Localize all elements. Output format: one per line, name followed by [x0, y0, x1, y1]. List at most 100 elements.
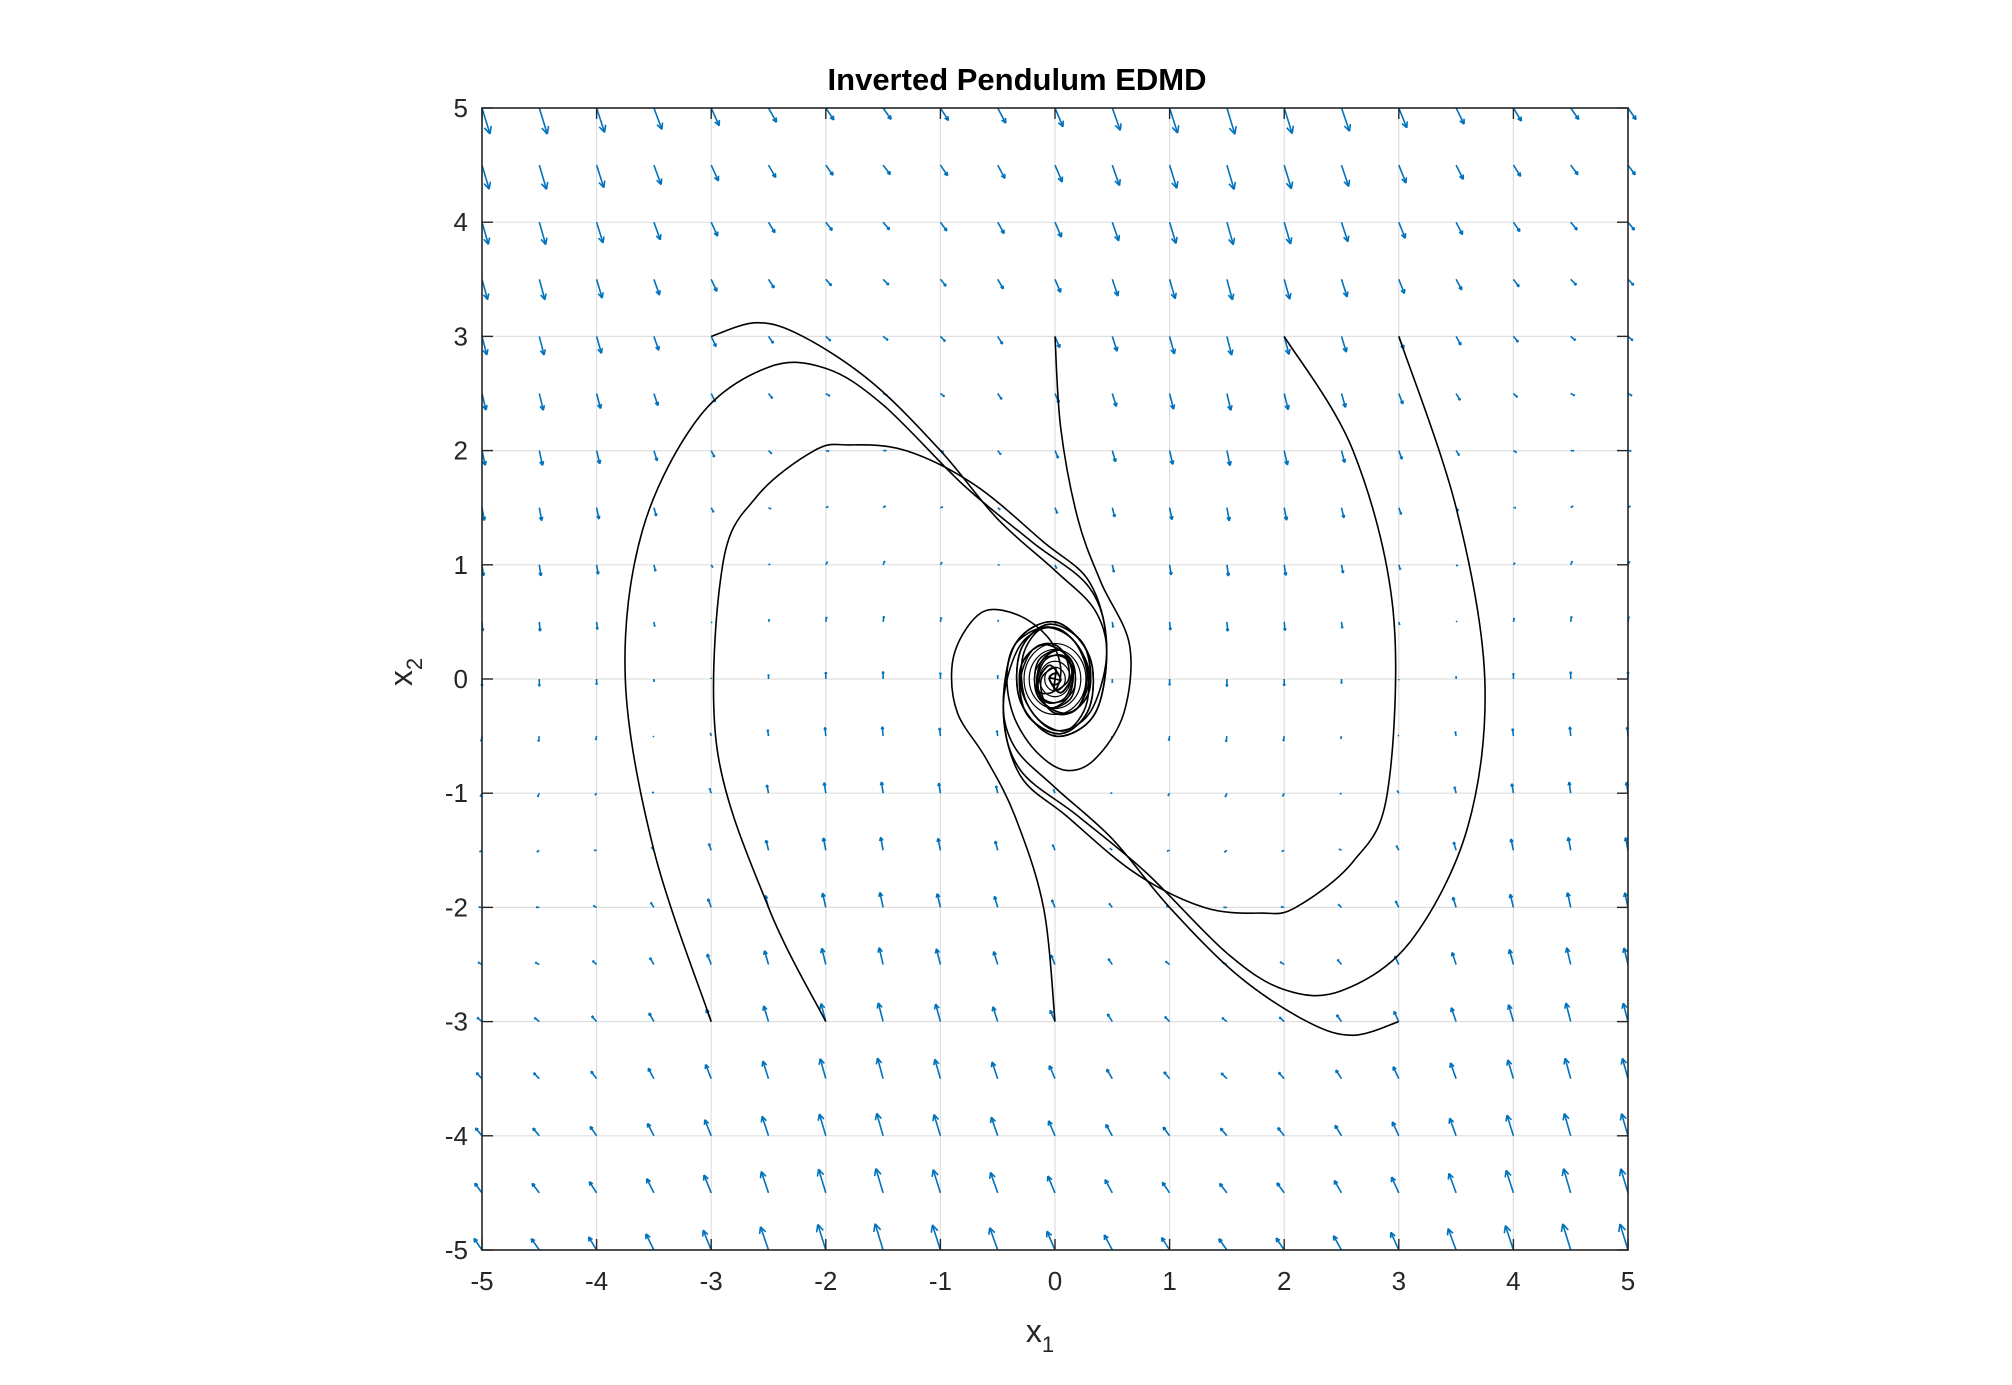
quiver-arrow	[1513, 449, 1518, 454]
y-tick-label: -1	[445, 778, 468, 808]
quiver-arrow	[1226, 221, 1236, 246]
quiver-arrow	[1226, 279, 1235, 301]
quiver-arrow	[940, 506, 944, 509]
quiver-arrow	[934, 948, 942, 965]
quiver-arrow	[1452, 841, 1457, 851]
quiver-arrow	[1111, 507, 1117, 518]
quiver-arrow	[595, 564, 600, 575]
quiver-arrow	[1396, 789, 1400, 794]
quiver-arrow	[1104, 1178, 1114, 1194]
quiver-arrow	[1512, 392, 1519, 398]
y-axis-label-subscript: 2	[402, 658, 427, 670]
quiver-arrow	[652, 735, 655, 738]
quiver-arrow	[997, 221, 1005, 235]
quiver-arrow	[1512, 221, 1521, 233]
quiver-arrow	[653, 450, 659, 462]
quiver-arrow	[1340, 279, 1349, 298]
quiver-arrow	[1054, 450, 1060, 459]
quiver-arrow	[538, 164, 549, 190]
quiver-arrow	[587, 1236, 598, 1251]
quiver-arrow	[882, 221, 891, 231]
quiver-arrow	[1221, 1017, 1228, 1023]
quiver-arrow	[1339, 792, 1342, 795]
y-tick-label: 4	[454, 207, 468, 237]
quiver-arrow	[1168, 621, 1173, 631]
quiver-arrow	[653, 279, 661, 296]
quiver-arrow	[1505, 1114, 1515, 1137]
quiver-arrow	[538, 107, 550, 135]
quiver-arrow	[1446, 1228, 1457, 1251]
quiver-arrow	[1111, 621, 1115, 628]
quiver-arrow	[1510, 783, 1515, 794]
quiver-arrow	[1570, 164, 1579, 176]
quiver-arrow	[880, 726, 885, 737]
quiver-arrow	[877, 947, 884, 965]
x-tick-label: -4	[585, 1266, 608, 1296]
quiver-arrow	[1283, 107, 1295, 135]
quiver-arrow	[652, 679, 655, 682]
quiver-arrow	[825, 561, 829, 566]
quiver-arrow	[939, 616, 943, 623]
quiver-arrow	[883, 449, 887, 452]
quiver-arrow	[648, 1012, 655, 1022]
quiver-arrow	[824, 671, 828, 679]
y-tick-label: 5	[454, 93, 468, 123]
quiver-arrow	[1390, 1176, 1400, 1194]
quiver-arrow	[1168, 164, 1179, 189]
quiver-arrow	[538, 221, 548, 246]
quiver-arrow	[1398, 450, 1404, 460]
quiver-arrow	[653, 107, 664, 130]
quiver-arrow	[1337, 903, 1343, 908]
quiver-arrow	[1619, 1113, 1629, 1137]
quiver-arrow	[646, 1122, 655, 1137]
quiver-arrow	[653, 564, 657, 572]
quiver-arrow	[997, 278, 1005, 290]
quiver-arrow	[1225, 679, 1229, 687]
quiver-arrow	[882, 107, 892, 120]
quiver-arrow	[933, 1003, 942, 1022]
quiver-arrow	[1168, 679, 1172, 686]
quiver-arrow	[653, 164, 663, 186]
quiver-arrow	[767, 221, 776, 234]
quiver-arrow	[1455, 564, 1459, 567]
quiver-arrow	[1398, 393, 1404, 405]
quiver-arrow	[710, 621, 713, 624]
quiver-arrow	[1168, 107, 1180, 134]
quiver-arrow	[822, 782, 827, 794]
quiver-arrow	[1167, 792, 1171, 797]
quiver-arrow	[1449, 1062, 1457, 1079]
quiver-arrow	[1455, 620, 1458, 623]
quiver-arrow	[1449, 1007, 1457, 1022]
quiver-arrow	[761, 1060, 770, 1079]
quiver-arrow	[997, 507, 1001, 511]
y-tick-label: 2	[454, 436, 468, 466]
quiver-arrow	[710, 107, 721, 127]
quiver-arrow	[817, 1113, 827, 1137]
spiral-ring	[1038, 660, 1072, 698]
quiver-arrow	[1164, 960, 1171, 966]
quiver-arrow	[1168, 279, 1178, 300]
quiver-arrow	[1339, 735, 1343, 740]
x-axis-label-base: x	[1026, 1313, 1042, 1349]
quiver-arrow	[1391, 1121, 1400, 1137]
quiver-arrow	[882, 560, 886, 566]
quiver-arrow	[588, 1181, 598, 1194]
quiver-arrow	[825, 335, 832, 342]
quiver-arrow	[939, 221, 948, 232]
quiver-arrow	[825, 107, 835, 121]
quiver-arrow	[1282, 735, 1285, 742]
quiver-arrow	[1046, 1175, 1056, 1194]
quiver-arrow	[1109, 847, 1113, 851]
quiver-arrow	[935, 893, 942, 908]
quiver-arrow	[1512, 562, 1516, 566]
axes	[481, 107, 1629, 1251]
quiver-arrow	[997, 450, 1002, 456]
quiver-arrow	[595, 221, 605, 244]
y-tick-label: -4	[445, 1121, 468, 1151]
quiver-arrow	[594, 735, 598, 741]
x-tick-label: -2	[814, 1266, 837, 1296]
quiver-arrow	[1398, 107, 1409, 129]
quiver-arrow	[473, 1237, 483, 1251]
quiver-arrow	[1333, 1179, 1343, 1194]
spiral-ring	[1033, 654, 1077, 704]
